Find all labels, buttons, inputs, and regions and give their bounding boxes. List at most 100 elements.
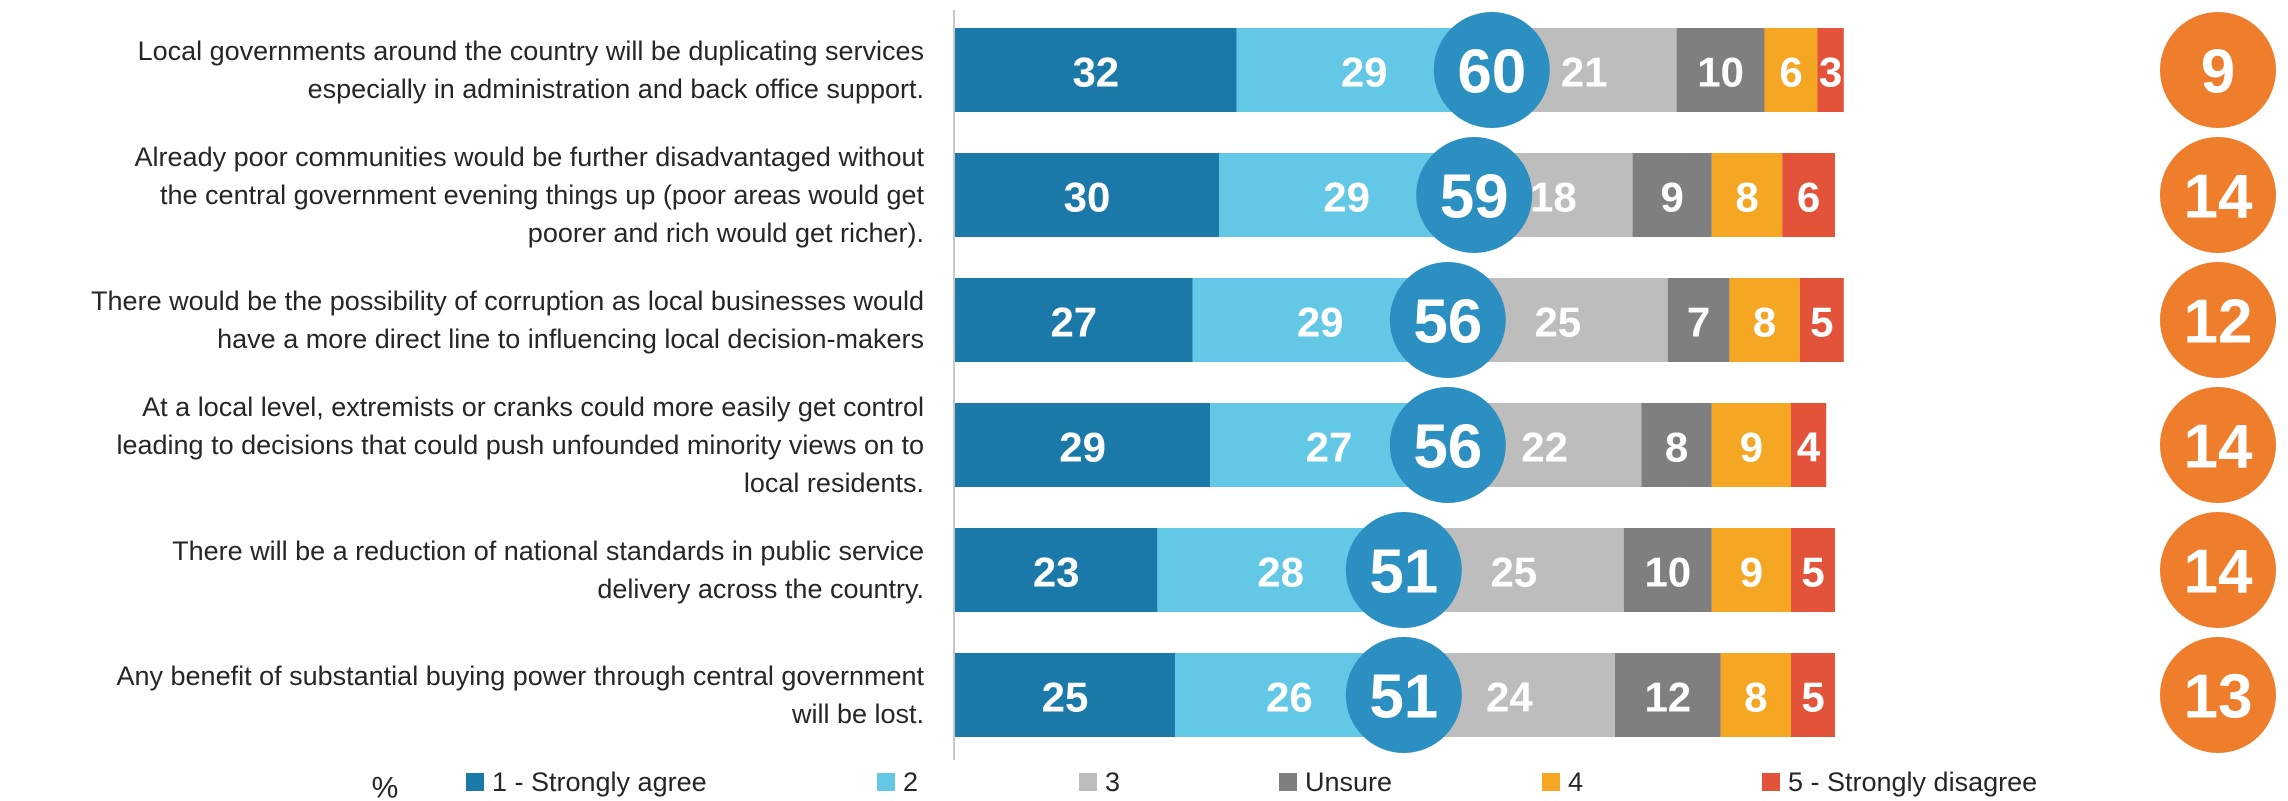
data-label: 8 (1753, 299, 1776, 346)
bar-segment (1720, 653, 1791, 737)
net-agree-bubble (1389, 262, 1506, 378)
legend-swatch (877, 773, 895, 791)
data-label: 29 (1059, 424, 1106, 471)
legend-swatch (1079, 773, 1097, 791)
legend-label: 4 (1568, 767, 1583, 797)
data-label: 10 (1697, 49, 1744, 96)
bar-segment (1623, 528, 1712, 612)
data-label: 29 (1297, 299, 1344, 346)
bar-segment (955, 153, 1219, 237)
net-disagree-bubble (2160, 387, 2276, 503)
bar-segment (1729, 278, 1800, 362)
net-disagree-bubble (2160, 262, 2276, 378)
data-label: 18 (1530, 174, 1577, 221)
data-label: 25 (1490, 549, 1537, 596)
bar-segment (955, 403, 1211, 487)
category-label: There will be a reduction of national st… (172, 536, 924, 566)
net-disagree-bubble (2160, 137, 2276, 253)
category-label: will be lost. (791, 699, 924, 729)
net-disagree-label: 13 (2184, 663, 2253, 732)
data-label: 5 (1801, 549, 1824, 596)
data-label: 8 (1735, 174, 1758, 221)
net-agree-label: 56 (1413, 288, 1482, 357)
data-label: 26 (1266, 674, 1313, 721)
data-label: 29 (1341, 49, 1388, 96)
legend-label: 3 (1105, 767, 1120, 797)
data-label: 27 (1306, 424, 1353, 471)
category-label: There would be the possibility of corrup… (91, 286, 924, 316)
data-label: 25 (1534, 299, 1581, 346)
net-disagree-label: 14 (2184, 163, 2253, 232)
data-label: 6 (1797, 174, 1820, 221)
legend-swatch (1279, 773, 1297, 791)
net-disagree-label: 14 (2184, 538, 2253, 607)
data-label: 8 (1744, 674, 1767, 721)
data-label: 6 (1779, 49, 1802, 96)
bar-segment (1782, 153, 1835, 237)
data-label: 5 (1801, 674, 1824, 721)
net-disagree-bubble (2160, 637, 2276, 753)
data-label: 22 (1521, 424, 1568, 471)
data-label: 30 (1064, 174, 1111, 221)
net-agree-label: 51 (1369, 538, 1438, 607)
category-label: Any benefit of substantial buying power … (117, 661, 925, 691)
data-label: 9 (1661, 174, 1684, 221)
category-label: the central government evening things up… (160, 180, 924, 210)
net-agree-label: 59 (1440, 163, 1509, 232)
net-disagree-label: 12 (2184, 288, 2253, 357)
data-label: 21 (1561, 49, 1608, 96)
legend-label: 5 - Strongly disagree (1788, 767, 2037, 797)
net-disagree-bubble (2160, 512, 2276, 628)
bar-segment (1641, 403, 1712, 487)
category-label: Already poor communities would be furthe… (135, 142, 925, 172)
category-label: Local governments around the country wil… (138, 36, 924, 66)
bar-segment (1791, 403, 1827, 487)
net-agree-label: 60 (1457, 38, 1526, 107)
bar-segment (1676, 28, 1765, 112)
data-label: 23 (1033, 549, 1080, 596)
category-label: local residents. (744, 468, 924, 498)
legend-label: 2 (903, 767, 918, 797)
data-label: 29 (1323, 174, 1370, 221)
bar-segment (955, 28, 1237, 112)
legend-swatch (1762, 773, 1780, 791)
net-disagree-label: 14 (2184, 413, 2253, 482)
legend-swatch (466, 773, 484, 791)
category-label: At a local level, extremists or cranks c… (142, 392, 924, 422)
data-label: 28 (1257, 549, 1304, 596)
unit-label: % (372, 772, 399, 801)
bar-segment (1799, 278, 1844, 362)
data-label: 8 (1665, 424, 1688, 471)
data-label: 32 (1072, 49, 1119, 96)
data-label: 27 (1050, 299, 1097, 346)
bar-segment (1791, 528, 1835, 612)
net-agree-bubble (1389, 387, 1506, 503)
bar-segment (955, 528, 1158, 612)
legend-label: 1 - Strongly agree (492, 767, 707, 797)
bar-segment (955, 278, 1193, 362)
data-label: 9 (1740, 549, 1763, 596)
category-label: delivery across the country. (597, 574, 924, 604)
bar-segment (1632, 153, 1712, 237)
net-disagree-bubble (2160, 12, 2276, 128)
data-label: 12 (1644, 674, 1691, 721)
data-label: 10 (1644, 549, 1691, 596)
data-label: 24 (1486, 674, 1533, 721)
net-agree-label: 56 (1413, 413, 1482, 482)
net-agree-bubble (1345, 512, 1462, 628)
data-label: 5 (1810, 299, 1833, 346)
net-agree-bubble (1345, 637, 1462, 753)
category-label: leading to decisions that could push unf… (116, 430, 924, 460)
bar-segment (1711, 528, 1791, 612)
bar-segment (1667, 278, 1730, 362)
bar-segment (955, 653, 1175, 737)
category-label: have a more direct line to influencing l… (217, 324, 924, 354)
bar-segment (1764, 28, 1818, 112)
category-label: poorer and rich would get richer). (528, 218, 924, 248)
data-label: 9 (1740, 424, 1763, 471)
net-agree-bubble (1433, 12, 1550, 128)
bar-segment (1817, 28, 1844, 112)
net-disagree-label: 9 (2201, 38, 2235, 107)
